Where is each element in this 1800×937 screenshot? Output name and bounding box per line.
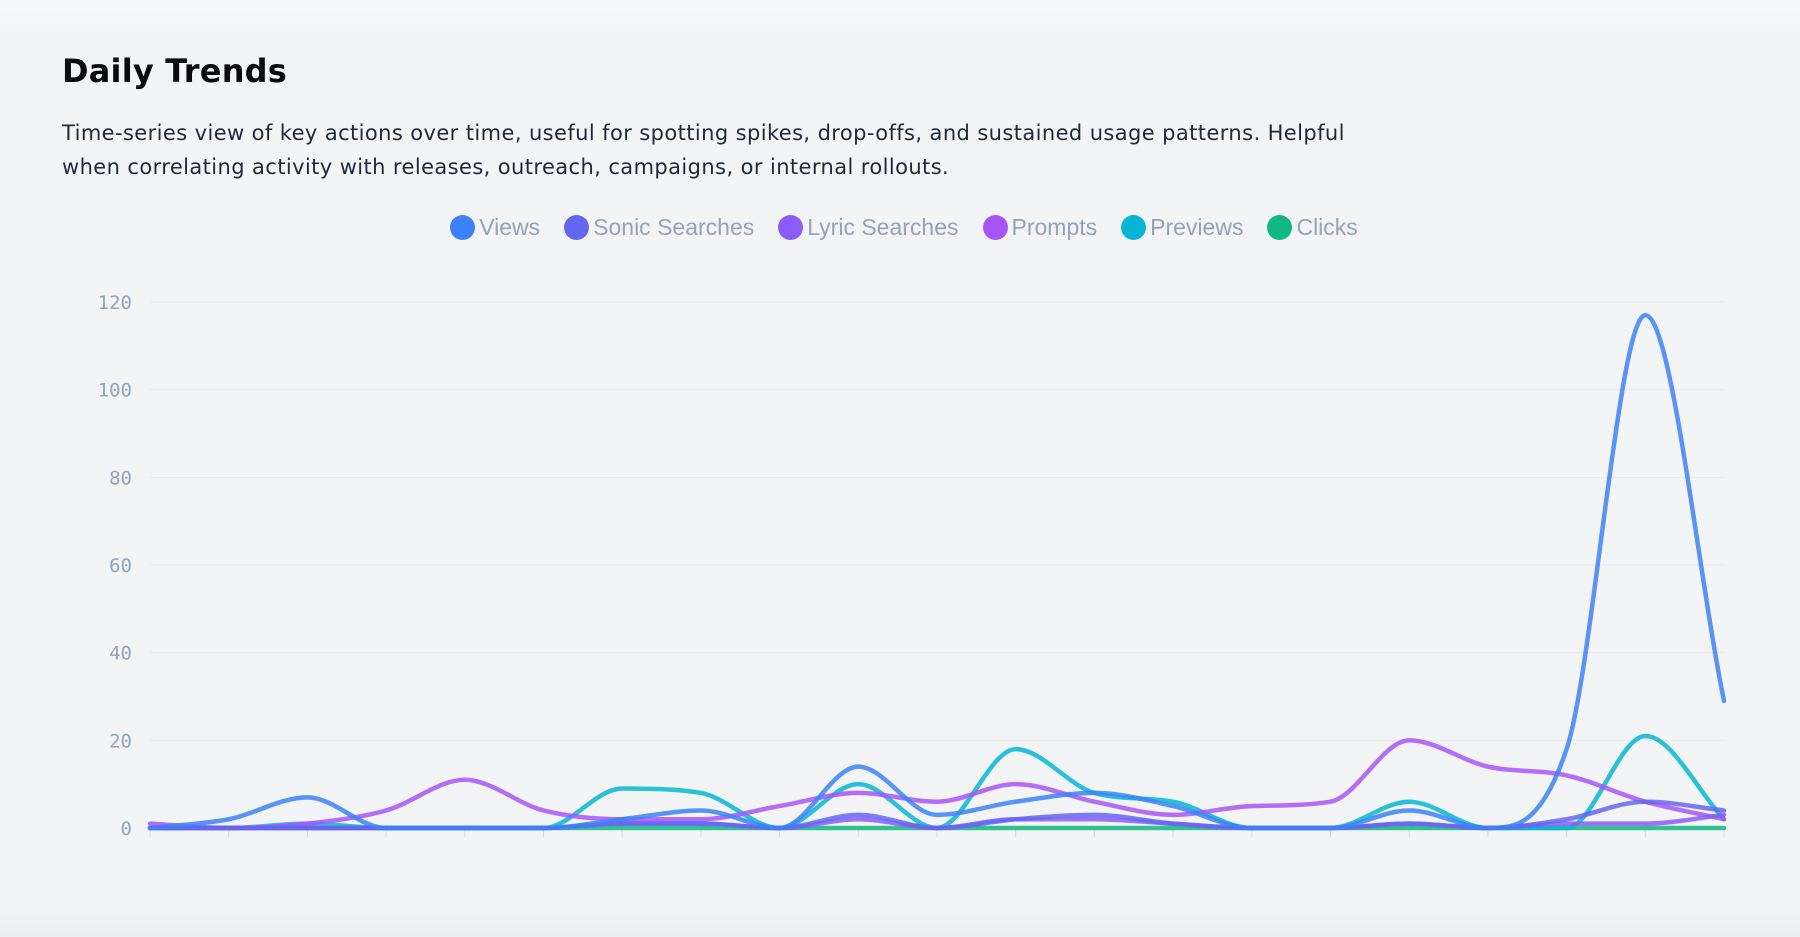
legend-label: Lyric Searches [807, 214, 959, 240]
legend-item-previews[interactable]: Previews [1121, 214, 1243, 241]
y-tick-label: 40 [109, 643, 132, 665]
legend-label: Previews [1150, 214, 1244, 240]
legend-label: Prompts [1011, 214, 1098, 240]
legend-item-clicks[interactable]: Clicks [1267, 214, 1358, 241]
series-line-views [147, 312, 1727, 831]
legend-swatch [450, 215, 476, 240]
legend-item-prompts[interactable]: Prompts [982, 214, 1098, 241]
top-band [0, 0, 1800, 40]
y-tick-label: 100 [98, 380, 132, 402]
legend-label: Views [479, 214, 541, 240]
y-tick-label: 0 [121, 818, 132, 840]
page-title: Daily Trends [62, 52, 288, 90]
legend-swatch [1121, 215, 1147, 240]
legend-swatch [1267, 215, 1293, 240]
legend-label: Clicks [1296, 214, 1358, 240]
y-tick-label: 60 [109, 555, 132, 577]
legend-swatch [982, 215, 1008, 240]
chart-legend: Views Sonic Searches Lyric Searches Prompts… [0, 214, 1800, 241]
y-tick-label: 20 [109, 730, 132, 752]
legend-label: Sonic Searches [593, 214, 755, 240]
page-description: Time-series view of key actions over tim… [62, 121, 1345, 179]
series-line-prompts [147, 738, 1727, 831]
legend-item-sonic-searches[interactable]: Sonic Searches [564, 214, 754, 241]
y-tick-label: 80 [109, 467, 132, 489]
legend-swatch [564, 215, 590, 240]
bottom-band [0, 907, 1800, 937]
legend-item-lyric-searches[interactable]: Lyric Searches [778, 214, 959, 241]
y-tick-label: 120 [98, 292, 132, 314]
legend-item-views[interactable]: Views [450, 214, 540, 241]
legend-swatch [778, 215, 804, 240]
